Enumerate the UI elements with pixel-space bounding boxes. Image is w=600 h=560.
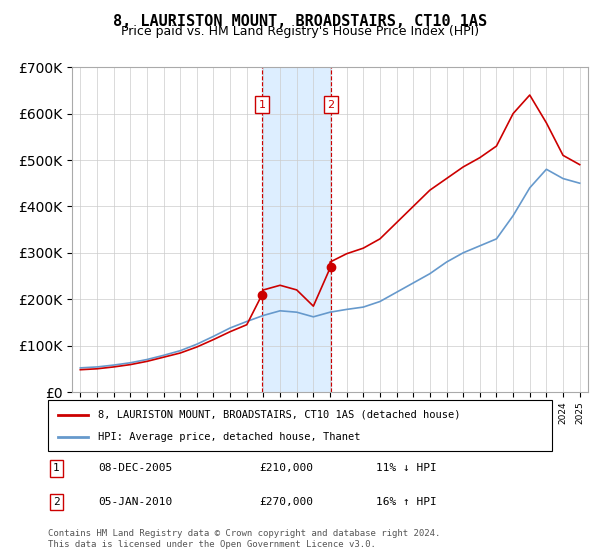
Text: 16% ↑ HPI: 16% ↑ HPI	[376, 497, 436, 507]
Text: Price paid vs. HM Land Registry's House Price Index (HPI): Price paid vs. HM Land Registry's House …	[121, 25, 479, 38]
Text: £270,000: £270,000	[260, 497, 314, 507]
Text: 2: 2	[53, 497, 60, 507]
Text: 1: 1	[53, 463, 60, 473]
Text: 11% ↓ HPI: 11% ↓ HPI	[376, 463, 436, 473]
Text: Contains HM Land Registry data © Crown copyright and database right 2024.
This d: Contains HM Land Registry data © Crown c…	[48, 529, 440, 549]
Text: 2: 2	[327, 100, 334, 110]
FancyBboxPatch shape	[48, 400, 552, 451]
Bar	[262, 67, 331, 392]
Text: 05-JAN-2010: 05-JAN-2010	[98, 497, 173, 507]
Text: HPI: Average price, detached house, Thanet: HPI: Average price, detached house, Than…	[98, 432, 361, 442]
Text: £210,000: £210,000	[260, 463, 314, 473]
Text: 1: 1	[259, 100, 266, 110]
Text: 8, LAURISTON MOUNT, BROADSTAIRS, CT10 1AS (detached house): 8, LAURISTON MOUNT, BROADSTAIRS, CT10 1A…	[98, 409, 461, 419]
Text: 8, LAURISTON MOUNT, BROADSTAIRS, CT10 1AS: 8, LAURISTON MOUNT, BROADSTAIRS, CT10 1A…	[113, 14, 487, 29]
Text: 08-DEC-2005: 08-DEC-2005	[98, 463, 173, 473]
